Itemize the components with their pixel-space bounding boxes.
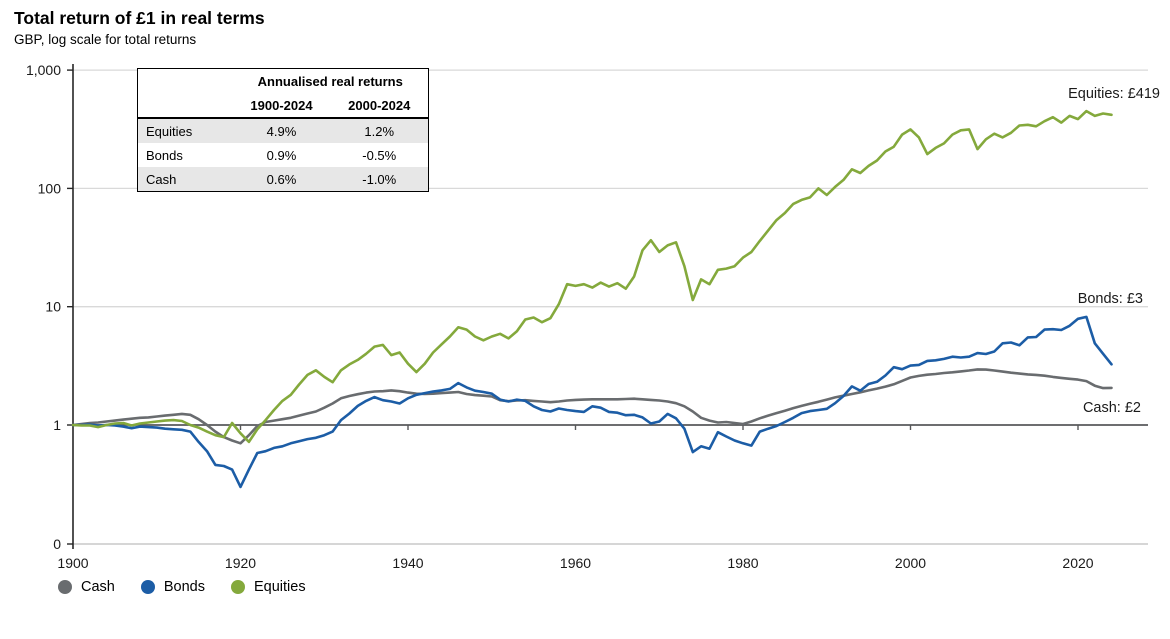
legend-item-bonds: Bonds xyxy=(140,579,205,595)
x-tick-label: 1960 xyxy=(560,555,591,571)
x-tick-label: 1900 xyxy=(57,555,88,571)
page-subtitle: GBP, log scale for total returns xyxy=(14,32,197,47)
x-axis-labels: 1900 1920 1940 1960 1980 2000 2020 xyxy=(57,555,1093,571)
cash-return-1900-2024: 0.6% xyxy=(266,171,297,187)
empty-cell xyxy=(138,69,233,94)
legend-item-cash: Cash xyxy=(58,579,115,595)
table-title-row: Annualised real returns xyxy=(138,69,429,94)
table-row-equities: Equities 4.9% 1.2% xyxy=(137,118,429,143)
row-label: Cash xyxy=(146,171,177,187)
y-tick-label: 100 xyxy=(38,180,62,196)
empty-cell xyxy=(137,93,233,119)
bonds-return-2000-2024: -0.5% xyxy=(362,147,397,163)
bonds-end-label: Bonds: £3 xyxy=(1078,291,1143,307)
table-header-row: 1900-2024 2000-2024 xyxy=(137,93,429,119)
cash-end-label: Cash: £2 xyxy=(1083,400,1141,416)
cash-legend-dot-icon xyxy=(58,580,72,594)
y-tick-label: 1,000 xyxy=(26,62,61,78)
series-lines xyxy=(71,109,1113,489)
y-tick-label: 1 xyxy=(53,417,61,433)
x-tick-label: 1980 xyxy=(727,555,758,571)
legend-item-equities: Equities xyxy=(230,579,306,595)
series-line-equities xyxy=(71,109,1113,444)
series-line-bonds xyxy=(71,315,1113,489)
y-tick-label: 0 xyxy=(53,536,61,552)
equities-return-1900-2024: 4.9% xyxy=(266,123,297,139)
y-axis xyxy=(67,64,74,549)
row-label: Bonds xyxy=(146,147,183,163)
x-tick-label: 2000 xyxy=(895,555,926,571)
equities-return-2000-2024: 1.2% xyxy=(364,123,395,139)
col-header-2000-2024: 2000-2024 xyxy=(330,93,429,119)
value-one-baseline xyxy=(73,424,1148,430)
legend-label: Bonds xyxy=(163,579,205,595)
legend: Cash Bonds Equities xyxy=(58,579,332,595)
cash-return-2000-2024: -1.0% xyxy=(362,171,397,187)
equities-legend-dot-icon xyxy=(230,580,245,594)
x-tick-label: 2020 xyxy=(1062,555,1093,571)
bonds-return-1900-2024: 0.9% xyxy=(266,147,297,163)
row-label: Equities xyxy=(146,123,193,139)
x-tick-label: 1920 xyxy=(225,555,256,571)
y-tick-label: 10 xyxy=(45,299,61,315)
table-row-bonds: Bonds 0.9% -0.5% xyxy=(138,143,429,167)
bonds-legend-dot-icon xyxy=(140,580,155,594)
annualised-returns-table: Annualised real returns 1900-2024 2000-2… xyxy=(137,68,429,192)
legend-label: Equities xyxy=(253,579,306,595)
table-row-cash: Cash 0.6% -1.0% xyxy=(137,167,429,192)
equities-end-label: Equities: £419 xyxy=(1068,86,1160,102)
legend-label: Cash xyxy=(81,579,115,595)
x-tick-label: 1940 xyxy=(392,555,423,571)
page-title: Total return of £1 in real terms xyxy=(14,8,265,28)
col-header-1900-2024: 1900-2024 xyxy=(232,93,331,119)
table-title: Annualised real returns xyxy=(257,73,403,89)
